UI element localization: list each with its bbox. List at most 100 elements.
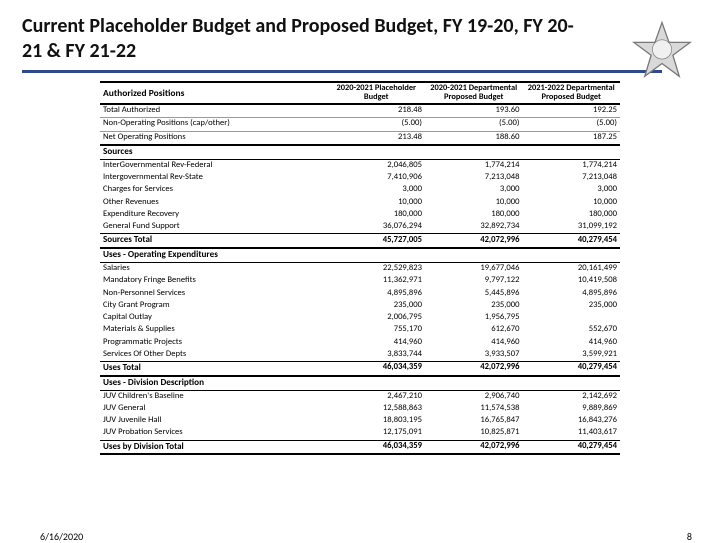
cell-v3: 2,142,692 — [523, 390, 621, 403]
table-row: JUV General12,588,86311,574,5389,889,869 — [100, 403, 620, 415]
cell-v3: 31,099,192 — [523, 221, 621, 234]
header-positions: Authorized Positions — [100, 82, 328, 104]
table-row: Programmatic Projects414,960414,960414,9… — [100, 336, 620, 348]
table-row: Other Revenues10,00010,00010,000 — [100, 196, 620, 208]
cell-v2: 188.60 — [425, 131, 523, 145]
uses-section-header: Uses - Operating Expenditures — [100, 248, 620, 262]
table-row: Materials & Supplies755,170612,670552,67… — [100, 324, 620, 336]
cell-v1: 7,410,906 — [328, 172, 426, 184]
table-row: Charges for Services3,0003,0003,000 — [100, 184, 620, 196]
cell-v3: 180,000 — [523, 209, 621, 221]
cell-v3: 3,599,921 — [523, 349, 621, 362]
table-row: Expenditure Recovery180,000180,000180,00… — [100, 209, 620, 221]
header-col-3: 2021-2022 Departmental Proposed Budget — [523, 82, 621, 104]
cell-v2: (5.00) — [425, 118, 523, 131]
cell-v3: 187.25 — [523, 131, 621, 145]
cell-v2: 19,677,046 — [425, 262, 523, 275]
cell-v3: 7,213,048 — [523, 172, 621, 184]
cell-v1: 36,076,294 — [328, 221, 426, 234]
division-total-row: Uses by Division Total 46,034,359 42,072… — [100, 440, 620, 454]
cell-v1: 12,175,091 — [328, 427, 426, 440]
cell-v3: 552,670 — [523, 324, 621, 336]
cell-v3: 4,895,896 — [523, 287, 621, 299]
header-rule — [22, 70, 662, 73]
cell-label: JUV General — [100, 403, 328, 415]
cell-v2: 32,892,734 — [425, 221, 523, 234]
table-row: Intergovernmental Rev-State7,410,9067,21… — [100, 172, 620, 184]
cell-v3: 20,161,499 — [523, 262, 621, 275]
cell-label: Charges for Services — [100, 184, 328, 196]
cell-v3: 235,000 — [523, 300, 621, 312]
cell-v1: 755,170 — [328, 324, 426, 336]
cell-label: Materials & Supplies — [100, 324, 328, 336]
cell-v1: 4,895,896 — [328, 287, 426, 299]
cell-v2: 5,445,896 — [425, 287, 523, 299]
cell-v1: 180,000 — [328, 209, 426, 221]
cell-v2: 11,574,538 — [425, 403, 523, 415]
cell-v2: 16,765,847 — [425, 415, 523, 427]
cell-v3: 10,419,508 — [523, 275, 621, 287]
cell-v2: 193.60 — [425, 104, 523, 118]
cell-v3: 16,843,276 — [523, 415, 621, 427]
cell-label: Non-Personnel Services — [100, 287, 328, 299]
cell-label: Salaries — [100, 262, 328, 275]
cell-v3: 3,000 — [523, 184, 621, 196]
cell-label: Other Revenues — [100, 196, 328, 208]
table-row: Non-Personnel Services4,895,8965,445,896… — [100, 287, 620, 299]
cell-label: Capital Outlay — [100, 312, 328, 324]
table-row: Non-Operating Positions (cap/other)(5.00… — [100, 118, 620, 131]
cell-v1: 2,467,210 — [328, 390, 426, 403]
cell-label: Programmatic Projects — [100, 336, 328, 348]
table-row: Total Authorized218.48193.60192.25 — [100, 104, 620, 118]
table-row: InterGovernmental Rev-Federal2,046,8051,… — [100, 159, 620, 172]
table-row: Services Of Other Depts3,833,7443,933,50… — [100, 349, 620, 362]
table-row: Salaries22,529,82319,677,04620,161,499 — [100, 262, 620, 275]
cell-v3: 11,403,617 — [523, 427, 621, 440]
department-badge-icon — [630, 20, 694, 84]
cell-label: City Grant Program — [100, 300, 328, 312]
cell-v2: 7,213,048 — [425, 172, 523, 184]
cell-v1: 22,529,823 — [328, 262, 426, 275]
cell-v3: 192.25 — [523, 104, 621, 118]
cell-label: Services Of Other Depts — [100, 349, 328, 362]
sources-total-row: Sources Total 45,727,005 42,072,996 40,2… — [100, 234, 620, 248]
cell-label: General Fund Support — [100, 221, 328, 234]
net-operating-row: Net Operating Positions 213.48 188.60 18… — [100, 131, 620, 145]
cell-v3: 10,000 — [523, 196, 621, 208]
cell-v2: 235,000 — [425, 300, 523, 312]
table-header-row: Authorized Positions 2020-2021 Placehold… — [100, 82, 620, 104]
division-section-header: Uses - Division Description — [100, 376, 620, 390]
budget-table: Authorized Positions 2020-2021 Placehold… — [100, 81, 620, 455]
table-row: City Grant Program235,000235,000235,000 — [100, 300, 620, 312]
cell-v1: 414,960 — [328, 336, 426, 348]
cell-v3: 1,774,214 — [523, 159, 621, 172]
cell-label: Total Authorized — [100, 104, 328, 118]
cell-label: Expenditure Recovery — [100, 209, 328, 221]
footer-page-number: 8 — [687, 530, 692, 543]
cell-label: InterGovernmental Rev-Federal — [100, 159, 328, 172]
cell-v2: 3,933,507 — [425, 349, 523, 362]
cell-v3 — [523, 312, 621, 324]
cell-label: JUV Juvenile Hall — [100, 415, 328, 427]
header-col-2: 2020-2021 Departmental Proposed Budget — [425, 82, 523, 104]
cell-v1: 18,803,195 — [328, 415, 426, 427]
cell-v1: 235,000 — [328, 300, 426, 312]
cell-v1: (5.00) — [328, 118, 426, 131]
cell-v1: 10,000 — [328, 196, 426, 208]
cell-label: Non-Operating Positions (cap/other) — [100, 118, 328, 131]
cell-label: JUV Probation Services — [100, 427, 328, 440]
cell-v2: 1,774,214 — [425, 159, 523, 172]
table-row: Mandatory Fringe Benefits11,362,9719,797… — [100, 275, 620, 287]
table-row: Capital Outlay2,006,7951,956,795 — [100, 312, 620, 324]
table-row: JUV Probation Services12,175,09110,825,8… — [100, 427, 620, 440]
cell-v2: 1,956,795 — [425, 312, 523, 324]
cell-v2: 10,000 — [425, 196, 523, 208]
cell-v1: 213.48 — [328, 131, 426, 145]
cell-v1: 12,588,863 — [328, 403, 426, 415]
footer-date: 6/16/2020 — [40, 530, 83, 543]
table-row: General Fund Support36,076,29432,892,734… — [100, 221, 620, 234]
cell-v2: 612,670 — [425, 324, 523, 336]
cell-v1: 2,006,795 — [328, 312, 426, 324]
cell-v2: 180,000 — [425, 209, 523, 221]
header-col-1: 2020-2021 Placeholder Budget — [328, 82, 426, 104]
